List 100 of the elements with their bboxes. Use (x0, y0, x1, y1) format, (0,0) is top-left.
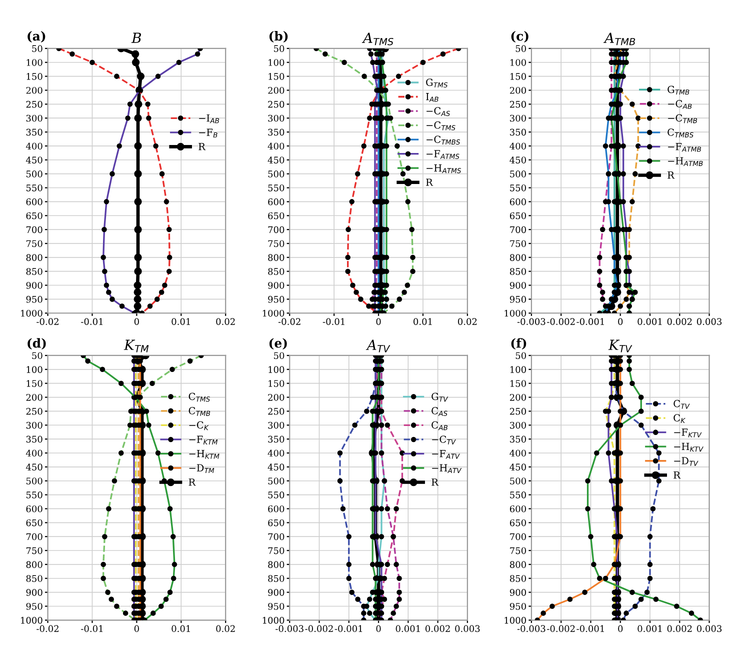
y-tick-label: 800 (510, 254, 526, 261)
y-tick-label: 250 (268, 100, 284, 108)
y-tick-label: 150 (510, 380, 526, 387)
y-tick-label: 150 (510, 73, 526, 80)
x-tick-label: 0 (376, 318, 381, 325)
y-tick-label: 600 (26, 198, 42, 206)
y-tick-label: 500 (510, 478, 526, 484)
x-tick-label: 0.02 (458, 318, 477, 325)
y-tick-label: 250 (510, 100, 526, 108)
y-tick-label: 600 (268, 505, 284, 512)
y-tick-label: 950 (26, 602, 42, 610)
chart-title: A$_{TMB}$ (603, 32, 636, 46)
legend-label: G$_{TV}$ (432, 392, 448, 402)
y-tick-label: 250 (26, 408, 42, 415)
y-tick-label: 150 (268, 380, 284, 387)
legend-label: −D$_{TV}$ (674, 457, 698, 466)
x-tick-label: -0.002 (547, 318, 575, 325)
y-tick-label: 100 (26, 366, 42, 373)
legend-label: R (668, 172, 675, 179)
x-tick-label: -0.001 (334, 625, 362, 632)
chart-title: K$_{TM}$ (124, 340, 149, 352)
y-tick-label: 100 (268, 59, 284, 66)
y-tick-label: 500 (26, 478, 42, 484)
legend-label: R (188, 478, 196, 486)
y-tick-label: 850 (268, 268, 284, 275)
y-tick-label: 100 (510, 366, 526, 373)
x-tick-label: -0.02 (36, 625, 58, 632)
y-tick-label: 200 (268, 394, 284, 401)
legend-label: −C$_{TMBS}$ (426, 136, 460, 145)
y-tick-label: 750 (26, 547, 42, 554)
y-tick-label: 800 (510, 561, 526, 568)
y-tick-label: 450 (268, 464, 284, 470)
text: (d) (28, 338, 46, 350)
legend-label: −F$_{B}$ (199, 128, 218, 138)
text: (b) (269, 31, 288, 43)
legend-label: −D$_{TM}$ (189, 464, 214, 473)
y-tick-label: 650 (26, 519, 42, 526)
x-tick-label: 0.01 (172, 625, 190, 632)
y-tick-label: 200 (268, 86, 284, 94)
legend-label: −F$_{KTM}$ (189, 436, 218, 444)
x-tick-label: -0.02 (278, 318, 300, 325)
y-tick-label: 900 (26, 589, 42, 596)
y-tick-label: 50 (516, 45, 526, 52)
x-tick-label: 0.001 (638, 318, 662, 325)
x-tick-label: -0.002 (547, 625, 575, 632)
y-tick-label: 400 (26, 450, 42, 457)
y-tick-label: 900 (510, 282, 526, 289)
legend-label: −C$_{TV}$ (432, 436, 456, 444)
y-tick-label: 650 (26, 212, 42, 220)
y-tick-label: 1000 (504, 616, 526, 624)
y-tick-label: 650 (268, 212, 284, 220)
legend-label: −H$_{KTM}$ (189, 450, 220, 459)
y-tick-label: 250 (268, 408, 284, 415)
y-tick-label: 550 (26, 184, 42, 192)
y-tick-label: 700 (268, 226, 284, 234)
x-tick-label: -0.003 (517, 318, 546, 325)
y-tick-label: 600 (510, 198, 526, 206)
y-tick-label: 900 (510, 589, 526, 596)
legend-label: C$_{TMBS}$ (668, 128, 694, 138)
y-tick-label: 1000 (21, 310, 42, 317)
y-tick-label: 600 (510, 505, 526, 512)
y-tick-label: 450 (26, 156, 42, 164)
y-tick-label: 950 (268, 296, 284, 303)
y-tick-label: 750 (26, 240, 42, 248)
y-tick-label: 150 (268, 73, 284, 80)
y-tick-label: 400 (26, 142, 42, 150)
y-tick-label: 550 (26, 492, 42, 498)
y-tick-label: 300 (26, 422, 42, 429)
x-tick-label: 0.002 (667, 625, 692, 632)
y-tick-label: 750 (510, 547, 526, 554)
y-tick-label: 800 (268, 254, 284, 261)
legend-label: C$_{K}$ (674, 414, 686, 423)
y-tick-label: 1000 (504, 310, 526, 317)
y-tick-label: 1000 (262, 616, 284, 624)
x-tick-label: -0.01 (81, 318, 103, 325)
legend-label: −F$_{KTV}$ (674, 428, 702, 438)
y-tick-label: 350 (510, 436, 526, 443)
legend-label: −C$_{TMB}$ (668, 114, 698, 124)
legend-label: C$_{AS}$ (432, 407, 448, 416)
y-tick-label: 400 (268, 450, 284, 457)
y-tick-label: 600 (268, 198, 284, 206)
y-tick-label: 250 (510, 408, 526, 415)
y-tick-label: 750 (268, 547, 284, 554)
x-tick-label: 0.02 (216, 318, 235, 325)
legend-label: −C$_{K}$ (189, 421, 209, 430)
y-tick-label: 500 (26, 170, 42, 178)
x-tick-label: 0.003 (455, 625, 480, 632)
y-tick-label: 300 (26, 114, 42, 122)
x-tick-label: 0 (618, 318, 623, 325)
y-tick-label: 850 (26, 575, 42, 582)
y-tick-label: 350 (26, 436, 42, 443)
x-tick-label: 0.001 (638, 625, 662, 632)
x-tick-label: 0.002 (425, 625, 450, 632)
x-tick-label: 0.02 (216, 625, 235, 632)
y-tick-label: 500 (268, 170, 284, 178)
text: (a) (28, 31, 46, 43)
y-tick-label: 300 (268, 114, 284, 122)
y-tick-label: 750 (268, 240, 284, 248)
legend-label: −H$_{ATMS}$ (426, 164, 462, 174)
legend-label: C$_{TMS}$ (188, 392, 210, 402)
